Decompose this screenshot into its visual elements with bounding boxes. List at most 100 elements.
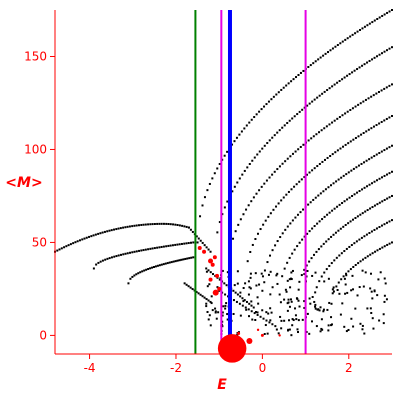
data-point [358,286,361,289]
data-point [273,134,276,137]
data-point [353,193,356,196]
data-point [388,172,391,175]
data-point [340,278,343,281]
data-point [236,282,239,285]
data-point [186,257,189,260]
data-point [298,110,301,113]
x-tick-label: 0 [259,361,267,375]
data-point [272,95,275,98]
data-point [369,287,372,290]
data-point [368,183,371,186]
data-point [69,243,72,246]
data-point [312,62,315,65]
data-point [376,179,379,182]
data-point [207,318,210,321]
data-point [383,50,386,53]
data-point [346,198,349,201]
data-point [370,230,373,233]
data-point [224,307,227,310]
data-point [318,162,321,165]
data-point [76,240,79,243]
data-point [296,113,299,116]
data-point [129,277,132,280]
data-point [275,328,278,331]
data-point [349,220,352,223]
data-point [323,90,326,93]
data-point [335,285,338,288]
data-point [214,307,217,310]
data-point [162,222,165,225]
data-point [166,262,169,265]
data-point [359,322,362,325]
data-point [269,212,272,215]
data-point [370,127,373,130]
data-point [158,222,161,225]
data-point [314,291,317,294]
data-point [143,269,146,272]
data-point [235,136,238,139]
data-point [331,85,334,88]
data-point [321,160,324,163]
data-point [281,126,284,129]
data-point [234,291,237,294]
data-point [371,182,374,185]
data-point [262,317,265,320]
data-point [295,183,298,186]
data-point [347,270,350,273]
data-point [337,178,340,181]
data-point [258,283,261,286]
data-point [232,299,235,302]
data-point [276,131,279,134]
data-point [354,32,357,35]
data-point [212,273,215,276]
data-point [287,190,290,193]
data-point [165,222,168,225]
data-point [343,277,346,280]
data-point [232,237,235,240]
data-point [286,261,289,264]
data-point [162,263,165,266]
data-point [334,231,337,234]
data-point [309,201,312,204]
data-point [391,219,393,222]
data-point [246,166,249,169]
data-point [366,209,369,212]
data-point [190,256,193,259]
data-point [293,248,296,251]
data-point [135,273,138,276]
data-point [296,328,299,331]
data-point [124,226,127,229]
data-point [140,249,143,252]
data-point [127,282,130,285]
data-point [250,300,253,303]
data-point [383,198,386,201]
data-point [296,213,299,216]
data-point [303,273,306,276]
data-point [110,229,113,232]
data-point [343,76,346,79]
data-point [247,293,250,296]
data-point [337,281,340,284]
data-point [373,228,376,231]
highlight-point [260,333,264,337]
data-point [350,317,353,320]
data-point [248,163,251,165]
data-point [311,169,314,172]
data-point [289,286,292,289]
data-point [140,223,143,226]
data-point [301,238,304,241]
data-point [332,233,335,236]
data-point [297,73,300,76]
data-point [291,324,294,327]
data-point [352,265,355,268]
data-point [366,255,369,258]
data-point [345,330,348,333]
data-point [383,277,386,280]
data-point [339,147,342,150]
highlight-point [208,277,213,282]
data-point [190,241,192,244]
data-point [285,290,288,293]
data-point [297,319,300,322]
data-point [386,49,389,52]
data-point [277,202,280,205]
